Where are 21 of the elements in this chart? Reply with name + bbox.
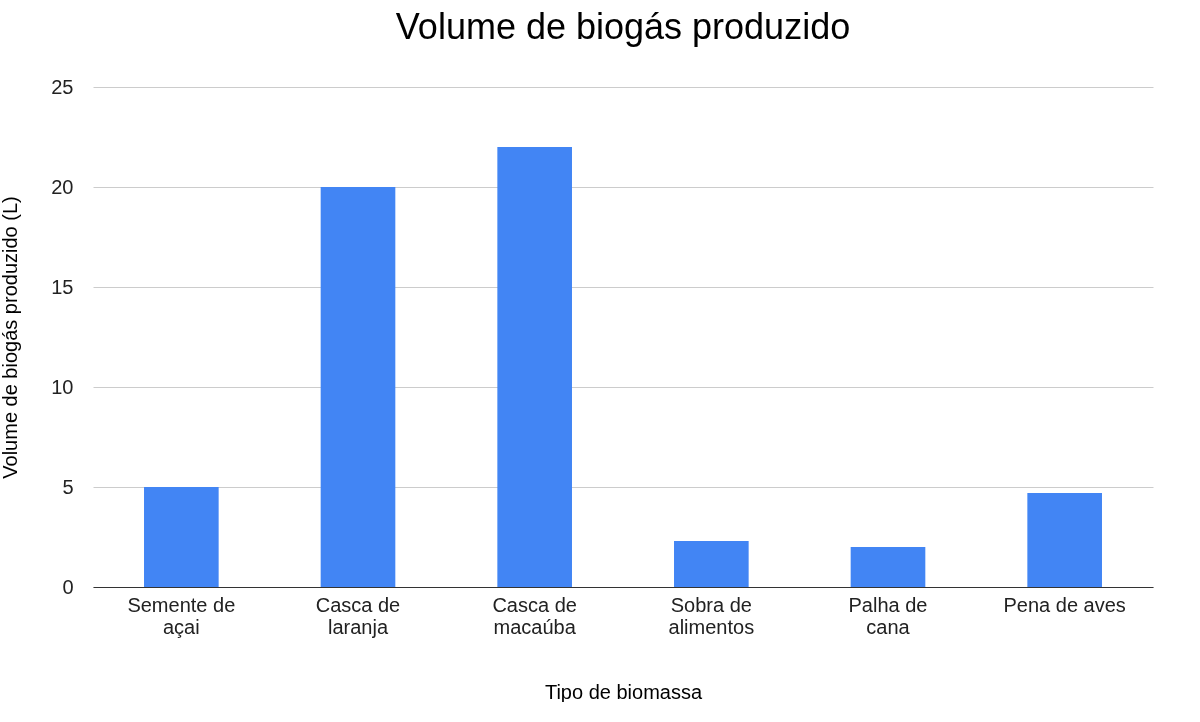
x-tick-label: Pena de aves <box>1003 593 1126 616</box>
x-tick-label: Casca de macaúba <box>492 593 577 638</box>
chart-title: Volume de biogás produzido <box>395 6 851 47</box>
y-tick-label: 10 <box>51 375 74 398</box>
bar <box>497 147 572 587</box>
bar <box>850 547 926 587</box>
bar <box>320 187 396 587</box>
x-tick-label: Casca de laranja <box>315 593 401 638</box>
y-tick-label: 0 <box>62 575 74 598</box>
y-tick-label: 5 <box>62 475 74 498</box>
y-tick-label: 25 <box>51 75 74 98</box>
y-tick-label: 20 <box>51 175 74 198</box>
x-axis-title: Tipo de biomassa <box>544 680 703 703</box>
bar <box>1027 493 1102 587</box>
y-tick-label: 15 <box>51 275 74 298</box>
bar <box>144 487 219 587</box>
x-tick-label: Palha de cana <box>848 593 928 638</box>
bar <box>674 541 749 587</box>
x-tick-label: Semente de açai <box>127 593 236 638</box>
y-axis-title: Volume de biogás produzido (L) <box>0 196 22 479</box>
x-tick-label: Sobra de alimentos <box>668 593 755 638</box>
